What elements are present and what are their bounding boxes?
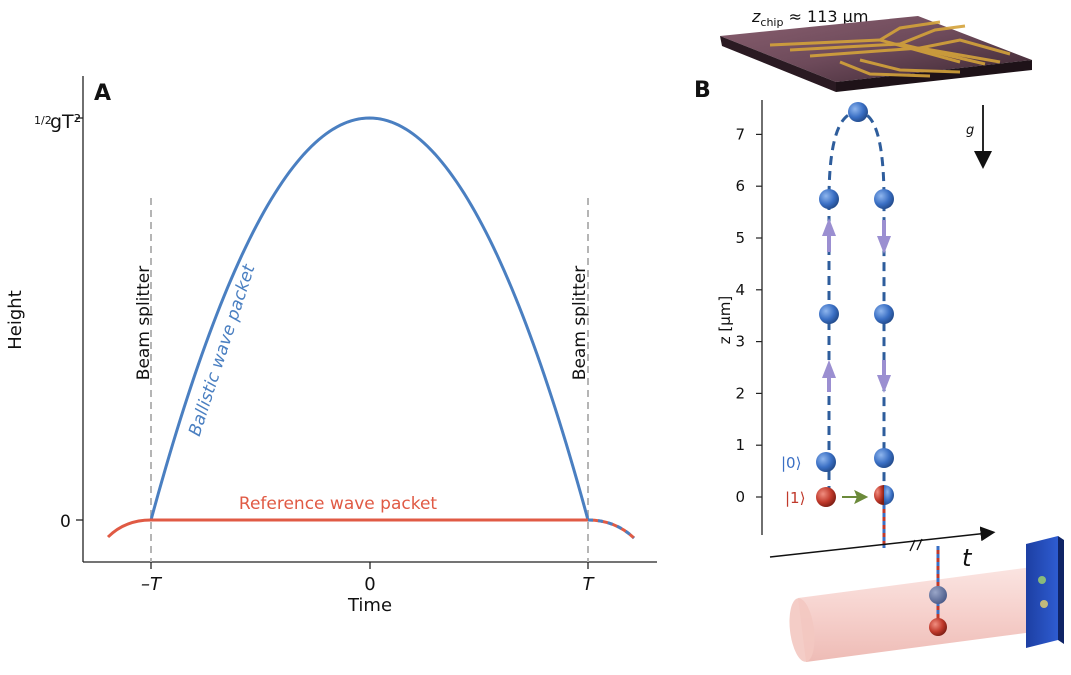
panel-a: A 1/2 gT² 0 –T 0 T Time Height Beam spli…	[5, 76, 657, 616]
x-tick-t-label: T	[583, 574, 596, 595]
chip-label-var: z	[751, 7, 761, 26]
state-0-label: |0⟩	[781, 454, 801, 472]
t-axis-break	[909, 538, 923, 552]
inner-atom-blue	[929, 586, 947, 604]
z-tick-label: 3	[735, 333, 745, 351]
z-tick-label: 5	[735, 229, 745, 247]
atom-top	[848, 102, 868, 122]
z-tick-label: 2	[735, 384, 745, 402]
atom-half-red-half-blue	[874, 485, 894, 505]
waveguide-tube	[789, 566, 1058, 662]
z-tick-label: 6	[735, 177, 745, 195]
atom-left-6	[819, 189, 839, 209]
arrow-up-1	[822, 360, 836, 392]
reference-label: Reference wave packet	[239, 494, 438, 514]
y-tick-top-frac: 1/2	[34, 114, 52, 127]
x-tick-zero-label: 0	[364, 574, 375, 595]
reference-tail-blue	[587, 518, 636, 540]
y-tick-zero-label: 0	[60, 512, 71, 532]
y-axis-label: Height	[5, 290, 26, 350]
state-1-label: |1⟩	[785, 489, 805, 507]
z-ticks: 0 1 2 3 4 5 6 7	[735, 125, 762, 506]
atom-red-state1	[816, 487, 836, 507]
gravity-label: g	[966, 123, 974, 138]
panel-b: B zchip ≈ 113 µm 0 1 2 3 4 5 6 7 z [µm] g	[694, 7, 1064, 662]
z-tick-label: 1	[735, 436, 745, 454]
chip-label: zchip ≈ 113 µm	[751, 7, 868, 29]
t-axis-label: t	[962, 544, 973, 572]
z-tick-label: 7	[735, 125, 745, 143]
y-tick-top-label: gT²	[50, 111, 81, 133]
beam-splitter-left-label: Beam splitter	[134, 266, 154, 380]
chip-label-sub: chip	[760, 16, 783, 29]
inner-atom-red	[929, 618, 947, 636]
detector-screen	[1026, 536, 1064, 648]
z-tick-label: 0	[735, 488, 745, 506]
trajectory-path	[827, 110, 886, 495]
reference-wave-packet-line	[106, 518, 588, 539]
panel-a-letter: A	[94, 81, 111, 106]
ballistic-wave-packet-curve	[149, 116, 590, 521]
atom-right-6	[874, 189, 894, 209]
arrow-down-1	[877, 220, 891, 254]
atom-chip	[720, 16, 1032, 92]
atom-left-3	[819, 304, 839, 324]
chip-label-rest: ≈ 113 µm	[783, 7, 868, 26]
z-axis-label: z [µm]	[716, 296, 734, 345]
x-tick-minus-t-label: –T	[141, 574, 163, 595]
arrow-down-2	[877, 360, 891, 393]
t-axis	[769, 526, 996, 558]
transfer-arrow	[842, 489, 869, 505]
arrow-up-2	[822, 218, 836, 252]
atom-right-1	[874, 448, 894, 468]
atom-left-1	[816, 452, 836, 472]
ballistic-label: Ballistic wave packet	[185, 261, 260, 439]
z-tick-label: 4	[735, 281, 745, 299]
x-axis-label: Time	[347, 595, 392, 616]
panel-b-letter: B	[694, 78, 711, 103]
beam-splitter-right-label: Beam splitter	[570, 266, 590, 380]
atom-right-3	[874, 304, 894, 324]
momentum-arrows	[822, 218, 891, 393]
